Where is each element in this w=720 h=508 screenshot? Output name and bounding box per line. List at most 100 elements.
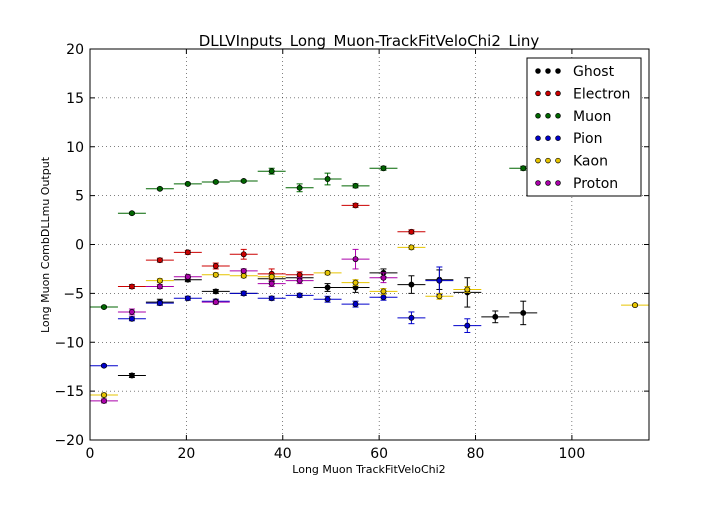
data-point bbox=[492, 313, 499, 320]
data-point bbox=[212, 263, 219, 269]
data-point bbox=[240, 267, 247, 274]
x-axis-label: Long Muon TrackFitVeloChi2 bbox=[292, 463, 445, 476]
legend-marker bbox=[545, 90, 551, 97]
data-point bbox=[352, 202, 359, 209]
axis-ticks: 0 20 40 60 80 100 −20 −15 −10 −5 0 5 10 15 20 bbox=[54, 42, 649, 462]
data-point bbox=[520, 165, 527, 172]
data-point bbox=[408, 228, 415, 235]
legend-label: Pion bbox=[573, 131, 602, 147]
data-point bbox=[184, 180, 191, 187]
data-point bbox=[240, 272, 247, 279]
legend-marker bbox=[545, 113, 551, 119]
data-point bbox=[380, 274, 387, 281]
y-tick-label: −20 bbox=[54, 433, 84, 449]
data-point bbox=[128, 372, 135, 379]
x-tick-label: 0 bbox=[86, 446, 95, 462]
legend-marker bbox=[555, 68, 561, 74]
y-tick-label: 0 bbox=[75, 238, 84, 254]
y-tick-label: 10 bbox=[66, 140, 84, 156]
data-point bbox=[352, 256, 359, 263]
data-point bbox=[156, 257, 163, 264]
data-point bbox=[520, 309, 527, 316]
data-point bbox=[128, 210, 135, 217]
data-point bbox=[464, 286, 471, 293]
data-point bbox=[352, 301, 359, 308]
data-layer bbox=[90, 165, 649, 404]
data-point bbox=[268, 295, 275, 302]
y-tick-label: 5 bbox=[75, 189, 84, 205]
data-point bbox=[268, 168, 275, 175]
legend-marker bbox=[535, 135, 541, 141]
data-point bbox=[184, 249, 191, 256]
data-point bbox=[380, 165, 387, 172]
legend-marker bbox=[545, 135, 551, 141]
data-point bbox=[268, 280, 275, 287]
legend-marker bbox=[555, 157, 561, 164]
data-point bbox=[184, 295, 191, 302]
data-point bbox=[380, 294, 387, 301]
data-point bbox=[240, 290, 247, 297]
legend: Ghost Electron Muon Pion Kaon Proton bbox=[526, 57, 642, 197]
series-kaon bbox=[90, 244, 649, 398]
data-point bbox=[101, 397, 107, 404]
data-point bbox=[156, 283, 163, 290]
data-point bbox=[464, 322, 471, 329]
legend-marker bbox=[535, 157, 541, 164]
legend-marker bbox=[535, 113, 541, 119]
y-tick-label: −10 bbox=[54, 335, 84, 351]
y-axis-label: Long Muon CombDLLmu Output bbox=[39, 156, 52, 333]
data-point bbox=[352, 279, 359, 286]
legend-marker bbox=[545, 180, 551, 186]
data-point bbox=[380, 288, 387, 295]
legend-marker bbox=[535, 180, 541, 186]
data-point bbox=[240, 178, 247, 184]
data-point bbox=[101, 392, 107, 398]
legend-label: Ghost bbox=[573, 64, 615, 80]
legend-marker bbox=[545, 157, 551, 164]
data-point bbox=[296, 184, 303, 191]
data-point bbox=[324, 176, 331, 182]
data-point bbox=[156, 277, 163, 284]
chart-title: DLLVInputs_Long_Muon-TrackFitVeloChi2_Li… bbox=[199, 32, 540, 51]
y-tick-label: 15 bbox=[66, 91, 84, 107]
data-point bbox=[632, 302, 638, 309]
data-point bbox=[296, 292, 303, 299]
y-tick-label: −5 bbox=[63, 286, 84, 302]
data-point bbox=[128, 308, 135, 315]
legend-box bbox=[526, 57, 642, 197]
data-point bbox=[128, 315, 135, 322]
x-tick-label: 100 bbox=[559, 446, 586, 462]
data-point bbox=[352, 182, 359, 189]
x-tick-label: 40 bbox=[274, 446, 292, 462]
data-point bbox=[101, 304, 107, 311]
data-point bbox=[436, 293, 443, 300]
data-point bbox=[156, 300, 163, 307]
data-point bbox=[212, 288, 219, 295]
x-tick-label: 20 bbox=[177, 446, 195, 462]
data-point bbox=[101, 362, 107, 369]
data-point bbox=[324, 296, 331, 303]
x-tick-label: 60 bbox=[370, 446, 388, 462]
series-proton bbox=[90, 248, 398, 404]
data-point bbox=[324, 284, 331, 291]
data-point bbox=[240, 251, 247, 258]
y-tick-label: 20 bbox=[66, 42, 84, 58]
x-tick-label: 80 bbox=[467, 446, 485, 462]
series-ghost bbox=[117, 268, 538, 379]
y-tick-label: −15 bbox=[54, 384, 84, 400]
data-point bbox=[296, 277, 303, 284]
data-point bbox=[212, 271, 219, 278]
data-point bbox=[212, 299, 219, 306]
data-point bbox=[408, 314, 415, 321]
data-point bbox=[184, 273, 191, 280]
series-muon bbox=[90, 165, 538, 311]
data-point bbox=[324, 269, 331, 276]
data-point bbox=[128, 283, 135, 290]
legend-label: Electron bbox=[573, 86, 630, 102]
data-point bbox=[408, 281, 415, 288]
data-point bbox=[408, 244, 415, 251]
legend-marker bbox=[555, 113, 561, 119]
legend-marker bbox=[535, 68, 541, 74]
